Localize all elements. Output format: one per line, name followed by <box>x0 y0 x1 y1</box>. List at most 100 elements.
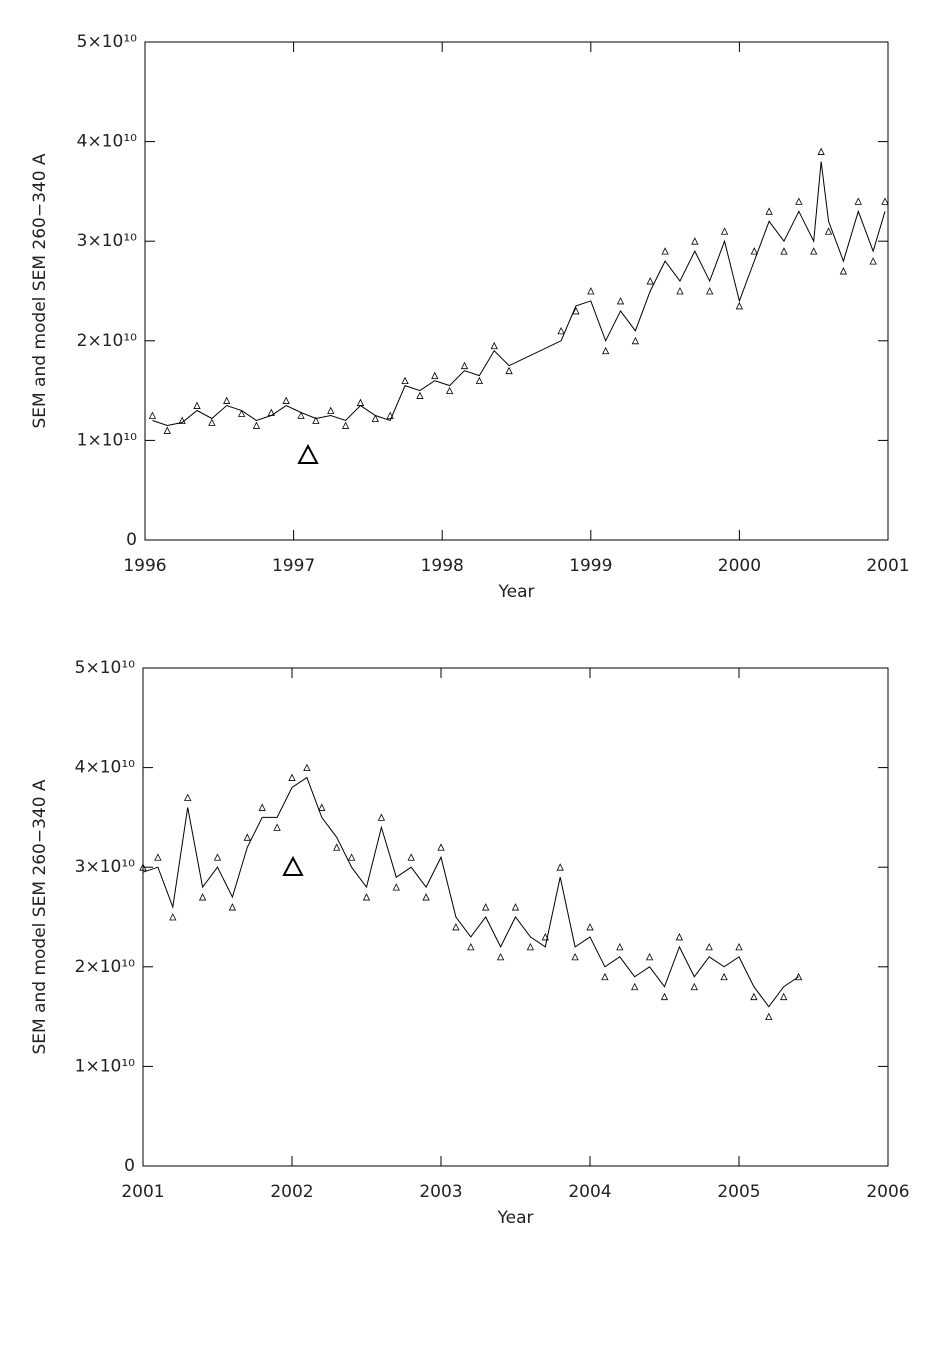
data-triangle <box>223 396 231 404</box>
data-triangle <box>720 972 728 981</box>
y-tick-label: 5×10¹⁰ <box>75 658 136 678</box>
data-triangle <box>362 893 371 901</box>
data-triangle <box>645 952 654 961</box>
x-tick-label: 1997 <box>272 556 315 576</box>
data-triangle <box>705 942 713 951</box>
y-axis-label: SEM and model SEM 260−340 A <box>30 153 50 428</box>
data-triangle <box>824 227 833 235</box>
data-triangle <box>660 992 669 1001</box>
data-triangle <box>303 763 311 771</box>
data-triangle <box>445 386 454 394</box>
y-tick-label: 1×10¹⁰ <box>75 1056 136 1076</box>
data-triangle <box>854 197 862 205</box>
data-triangle <box>282 396 290 404</box>
x-tick-label: 1998 <box>421 556 464 576</box>
data-triangle <box>288 773 296 781</box>
data-triangle <box>327 406 335 414</box>
data-triangle <box>817 147 825 155</box>
x-tick-label: 1999 <box>569 556 612 576</box>
data-triangle <box>273 823 281 831</box>
data-triangle <box>616 297 625 305</box>
data-triangle <box>505 366 513 375</box>
data-triangle <box>437 843 445 851</box>
x-tick-label: 2002 <box>270 1182 313 1202</box>
data-triangle <box>541 933 549 941</box>
y-tick-label: 4×10¹⁰ <box>77 132 138 152</box>
data-triangle <box>154 853 162 861</box>
x-tick-label: 2000 <box>718 556 761 576</box>
x-tick-label: 2006 <box>866 1182 909 1202</box>
data-triangle <box>312 416 320 424</box>
data-triangle <box>794 972 803 981</box>
data-triangle <box>243 833 251 841</box>
y-tick-label: 5×10¹⁰ <box>77 32 138 52</box>
data-triangle <box>163 426 171 434</box>
x-tick-label: 2001 <box>121 1182 164 1202</box>
data-triangle <box>178 416 186 424</box>
data-triangle <box>661 247 669 255</box>
data-triangle <box>557 326 565 335</box>
y-tick-label: 0 <box>124 1156 135 1176</box>
data-triangle <box>646 277 654 285</box>
data-triangle <box>198 893 207 901</box>
data-triangle <box>422 893 430 901</box>
x-axis-label: Year <box>497 1208 534 1228</box>
data-triangle <box>601 972 609 981</box>
data-triangle <box>571 952 579 961</box>
data-triangle <box>297 411 305 419</box>
data-triangle <box>392 883 400 891</box>
y-tick-label: 0 <box>126 530 137 550</box>
data-triangle <box>735 302 744 310</box>
data-triangle <box>496 952 505 961</box>
y-tick-label: 3×10¹⁰ <box>75 857 136 877</box>
y-tick-label: 3×10¹⁰ <box>77 231 138 251</box>
y-tick-label: 2×10¹⁰ <box>77 331 138 351</box>
x-tick-label: 2003 <box>419 1182 462 1202</box>
data-triangle <box>258 803 266 811</box>
data-triangle <box>676 287 684 295</box>
data-triangle <box>475 376 483 385</box>
data-triangle <box>208 418 216 426</box>
data-triangle <box>780 992 788 1001</box>
data-triangle <box>252 421 261 429</box>
data-triangle <box>169 913 177 921</box>
data-triangle <box>460 361 469 370</box>
data-triangle <box>750 247 758 255</box>
x-tick-label: 2004 <box>568 1182 611 1202</box>
y-tick-label: 2×10¹⁰ <box>75 957 136 977</box>
legend-symbol <box>282 855 304 876</box>
data-triangle <box>780 247 788 255</box>
data-triangle <box>765 1012 773 1020</box>
data-triangle <box>139 863 147 871</box>
data-triangle <box>267 408 275 416</box>
data-triangle <box>587 287 595 295</box>
x-axis-label: Year <box>498 582 535 602</box>
data-triangle <box>602 346 610 355</box>
data-triangle <box>881 197 889 205</box>
data-triangle <box>675 933 684 941</box>
data-triangle <box>810 247 818 255</box>
data-triangle <box>691 237 699 245</box>
model-line <box>152 161 886 426</box>
data-triangle <box>386 411 394 419</box>
data-triangle <box>511 903 520 911</box>
data-triangle <box>416 391 424 399</box>
data-triangle <box>333 843 341 851</box>
data-triangle <box>193 401 201 409</box>
data-triangle <box>377 813 386 821</box>
data-triangle <box>228 903 237 911</box>
data-triangle <box>765 207 773 215</box>
data-triangle <box>452 923 460 931</box>
y-axis-label: SEM and model SEM 260−340 A <box>30 779 50 1054</box>
data-triangle <box>148 411 157 419</box>
data-triangle <box>750 992 758 1001</box>
legend-symbol <box>297 443 319 464</box>
data-triangle <box>735 942 743 951</box>
y-tick-label: 4×10¹⁰ <box>75 758 136 778</box>
data-triangle <box>720 227 729 235</box>
plot-frame <box>144 41 889 541</box>
data-triangle <box>631 336 640 345</box>
plot-frame <box>142 667 889 1167</box>
data-triangle <box>631 982 639 991</box>
